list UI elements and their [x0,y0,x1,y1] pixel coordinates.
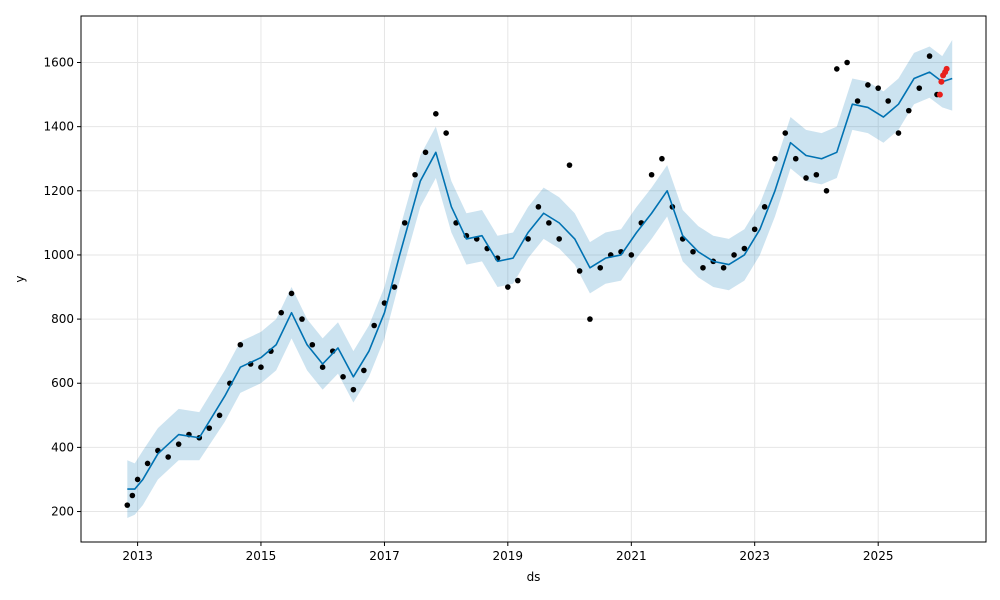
observed-point [371,322,377,329]
observed-point [844,59,850,66]
observed-point [741,245,748,252]
observed-point [772,155,778,162]
observed-point [309,341,316,348]
observed-point [165,454,171,460]
recent-point [936,91,943,98]
observed-point [124,502,131,508]
forecast-line [127,71,953,490]
y-tick-label: 800 [51,312,74,326]
x-tick-label: 2025 [863,549,894,563]
observed-point [803,175,809,181]
y-tick-label: 1400 [43,120,74,134]
observed-point [361,367,367,374]
observed-point [885,98,891,104]
observed-point [525,236,531,242]
observed-point [690,248,696,255]
uncertainty-band [127,40,953,518]
x-axis-label: ds [527,570,541,584]
observed-point [278,309,285,316]
recent-point [943,65,950,72]
observed-point [895,130,902,136]
observed-point [299,316,305,322]
observed-point [412,171,418,178]
y-tick-label: 1200 [43,184,74,198]
y-axis-ticks: 200 400 600 800 1000 1200 1400 1600 [43,56,81,519]
observed-point [535,204,542,210]
observed-point [505,284,511,290]
observed-point [834,66,840,72]
observed-point [556,236,562,242]
observed-point [134,476,141,483]
observed-point [391,284,398,290]
x-tick-label: 2017 [369,549,400,563]
observed-point [237,341,244,348]
y-tick-label: 1600 [43,56,74,70]
observed-point [782,130,789,136]
observed-point [350,386,357,393]
observed-point [659,155,665,162]
observed-point [875,85,881,91]
observed-point [700,264,706,271]
observed-point [865,82,871,88]
observed-point [422,149,429,156]
observed-point [731,252,737,258]
y-tick-label: 200 [51,505,74,519]
observed-point [720,264,727,271]
observed-point [319,364,326,371]
uncertainty-area [127,40,953,518]
grid [81,16,986,542]
y-tick-label: 400 [51,440,74,454]
observed-point [129,492,136,499]
observed-point [258,364,264,371]
x-tick-label: 2015 [246,549,277,563]
observed-point [433,111,439,117]
y-tick-label: 600 [51,376,74,390]
observed-point [628,252,635,258]
observed-point [514,277,521,284]
observed-point [854,98,861,104]
observed-point [401,220,408,226]
recent-points [936,65,950,98]
observed-point [792,155,799,162]
observed-point [823,187,830,194]
observed-point [340,374,346,380]
observed-point [587,316,593,322]
observed-points [124,53,940,508]
observed-point [566,162,573,168]
recent-point [938,78,945,85]
observed-point [813,171,820,178]
observed-point [916,85,923,91]
plot-area-frame [80,15,987,543]
observed-point [546,220,552,226]
observed-point [206,425,213,431]
observed-point [905,107,912,114]
observed-point [216,412,223,419]
x-tick-label: 2023 [739,549,770,563]
observed-point [175,441,182,447]
observed-point [761,204,768,210]
observed-point [926,53,933,59]
forecast-path [127,71,953,490]
observed-point [597,264,604,271]
observed-point [144,460,151,467]
y-axis-label: y [13,275,27,282]
x-tick-label: 2021 [616,549,647,563]
observed-point [288,290,295,297]
observed-point [648,171,655,178]
observed-point [443,130,449,136]
x-tick-label: 2013 [122,549,153,563]
x-tick-label: 2019 [493,549,524,563]
y-tick-label: 1000 [43,248,74,262]
observed-point [751,226,758,233]
x-axis-ticks: 2013 2015 2017 2019 2021 2023 2025 [122,542,893,563]
observed-point [576,268,583,274]
